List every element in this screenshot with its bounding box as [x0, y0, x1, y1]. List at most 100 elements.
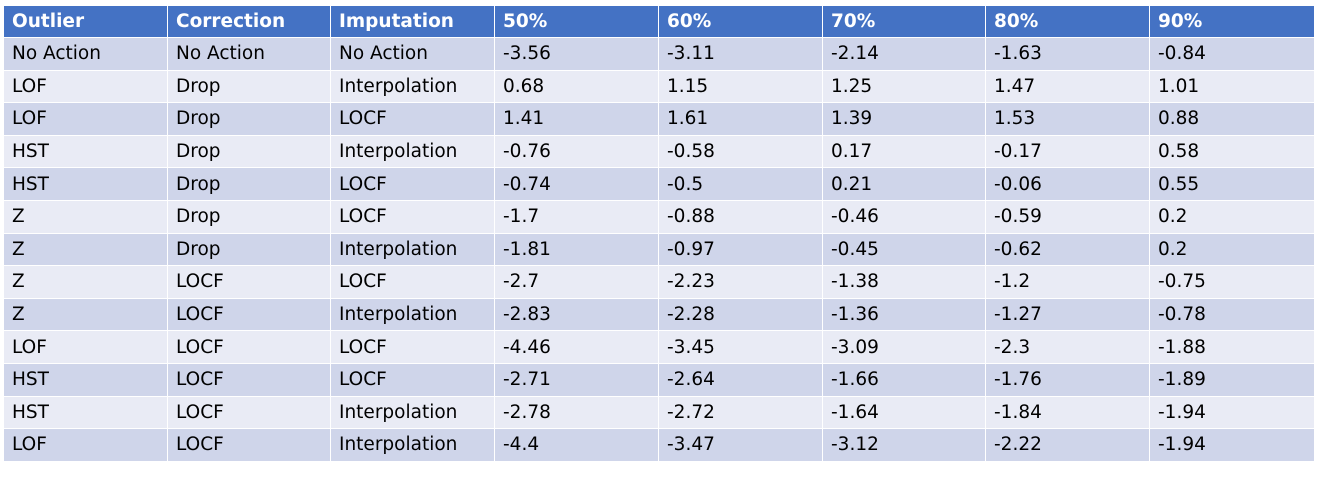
- cell-90: 0.88: [1149, 102, 1315, 136]
- cell-70: -1.66: [822, 362, 986, 397]
- table-row: HST LOCF LOCF -2.71 -2.64 -1.66 -1.76 -1.89: [3, 362, 1315, 397]
- cell-70: -3.12: [822, 428, 986, 462]
- cell-outlier: Z: [3, 199, 168, 234]
- header-outlier: Outlier: [3, 5, 168, 38]
- cell-correction: LOCF: [167, 297, 331, 332]
- cell-90: 0.55: [1149, 167, 1315, 201]
- cell-imputation: LOCF: [330, 167, 495, 201]
- cell-imputation: Interpolation: [330, 428, 495, 462]
- cell-imputation: Interpolation: [330, 395, 495, 430]
- results-table-container: Outlier Correction Imputation 50% 60% 70…: [3, 5, 1315, 462]
- header-correction: Correction: [167, 5, 331, 38]
- cell-correction: LOCF: [167, 330, 331, 364]
- table-row: Z Drop Interpolation -1.81 -0.97 -0.45 -0.62 0.…: [3, 232, 1315, 267]
- cell-correction: Drop: [167, 167, 331, 201]
- table-row: HST Drop LOCF -0.74 -0.5 0.21 -0.06 0.55: [3, 167, 1315, 201]
- cell-60: -3.45: [658, 330, 823, 364]
- cell-60: -2.28: [658, 297, 823, 332]
- cell-imputation: Interpolation: [330, 69, 495, 104]
- cell-80: 1.53: [985, 102, 1150, 136]
- cell-80: -0.06: [985, 167, 1150, 201]
- cell-outlier: HST: [3, 362, 168, 397]
- cell-80: -2.3: [985, 330, 1150, 364]
- table-row: No Action No Action No Action -3.56 -3.11 -2.…: [3, 37, 1315, 71]
- cell-60: 1.61: [658, 102, 823, 136]
- cell-70: -1.64: [822, 395, 986, 430]
- cell-70: -2.14: [822, 37, 986, 71]
- cell-80: -1.84: [985, 395, 1150, 430]
- cell-correction: Drop: [167, 69, 331, 104]
- cell-60: -2.64: [658, 362, 823, 397]
- cell-80: -0.59: [985, 199, 1150, 234]
- cell-90: 1.01: [1149, 69, 1315, 104]
- cell-correction: LOCF: [167, 362, 331, 397]
- cell-80: -1.76: [985, 362, 1150, 397]
- cell-outlier: Z: [3, 297, 168, 332]
- cell-correction: Drop: [167, 232, 331, 267]
- cell-imputation: No Action: [330, 37, 495, 71]
- cell-50: -2.7: [494, 265, 659, 299]
- cell-50: -1.81: [494, 232, 659, 267]
- cell-60: -3.11: [658, 37, 823, 71]
- table-header: Outlier Correction Imputation 50% 60% 70…: [3, 5, 1315, 38]
- cell-imputation: Interpolation: [330, 297, 495, 332]
- cell-80: 1.47: [985, 69, 1150, 104]
- cell-80: -0.62: [985, 232, 1150, 267]
- results-table: Outlier Correction Imputation 50% 60% 70…: [3, 5, 1315, 462]
- table-row: LOF LOCF Interpolation -4.4 -3.47 -3.12 -2.22-…: [3, 428, 1315, 462]
- cell-imputation: LOCF: [330, 102, 495, 136]
- cell-80: -1.63: [985, 37, 1150, 71]
- cell-60: -0.97: [658, 232, 823, 267]
- cell-correction: Drop: [167, 199, 331, 234]
- table-row: LOF LOCF LOCF -4.46 -3.45 -3.09 -2.3 -1.88: [3, 330, 1315, 364]
- cell-imputation: Interpolation: [330, 232, 495, 267]
- cell-70: -0.46: [822, 199, 986, 234]
- cell-70: -1.36: [822, 297, 986, 332]
- cell-correction: LOCF: [167, 428, 331, 462]
- cell-70: -3.09: [822, 330, 986, 364]
- cell-outlier: LOF: [3, 102, 168, 136]
- cell-90: -0.75: [1149, 265, 1315, 299]
- cell-60: -2.23: [658, 265, 823, 299]
- cell-50: -1.7: [494, 199, 659, 234]
- table-row: HST Drop Interpolation -0.76 -0.58 0.17 -0.17 0…: [3, 134, 1315, 169]
- cell-outlier: LOF: [3, 428, 168, 462]
- cell-90: -1.88: [1149, 330, 1315, 364]
- cell-correction: LOCF: [167, 265, 331, 299]
- cell-70: 0.21: [822, 167, 986, 201]
- header-row: Outlier Correction Imputation 50% 60% 70…: [3, 5, 1315, 38]
- cell-outlier: LOF: [3, 330, 168, 364]
- cell-50: -4.4: [494, 428, 659, 462]
- cell-50: -2.83: [494, 297, 659, 332]
- cell-outlier: No Action: [3, 37, 168, 71]
- cell-90: -0.84: [1149, 37, 1315, 71]
- header-60: 60%: [658, 5, 823, 38]
- header-80: 80%: [985, 5, 1150, 38]
- cell-80: -2.22: [985, 428, 1150, 462]
- header-imputation: Imputation: [330, 5, 495, 38]
- table-row: LOF Drop LOCF 1.41 1.61 1.39 1.53 0.88: [3, 102, 1315, 136]
- cell-50: -0.76: [494, 134, 659, 169]
- cell-outlier: HST: [3, 134, 168, 169]
- cell-50: -0.74: [494, 167, 659, 201]
- cell-imputation: LOCF: [330, 265, 495, 299]
- cell-80: -0.17: [985, 134, 1150, 169]
- cell-90: -1.89: [1149, 362, 1315, 397]
- cell-90: 0.2: [1149, 199, 1315, 234]
- cell-50: -2.71: [494, 362, 659, 397]
- cell-outlier: Z: [3, 232, 168, 267]
- table-row: LOF Drop Interpolation 0.68 1.15 1.25 1.47 1.01: [3, 69, 1315, 104]
- header-70: 70%: [822, 5, 986, 38]
- cell-50: -3.56: [494, 37, 659, 71]
- cell-60: -0.88: [658, 199, 823, 234]
- table-row: HST LOCF Interpolation -2.78 -2.72 -1.64 -1.84…: [3, 395, 1315, 430]
- cell-60: -0.58: [658, 134, 823, 169]
- cell-outlier: HST: [3, 167, 168, 201]
- cell-70: 1.39: [822, 102, 986, 136]
- cell-imputation: LOCF: [330, 330, 495, 364]
- cell-imputation: Interpolation: [330, 134, 495, 169]
- cell-outlier: LOF: [3, 69, 168, 104]
- cell-60: -2.72: [658, 395, 823, 430]
- cell-50: -2.78: [494, 395, 659, 430]
- cell-outlier: Z: [3, 265, 168, 299]
